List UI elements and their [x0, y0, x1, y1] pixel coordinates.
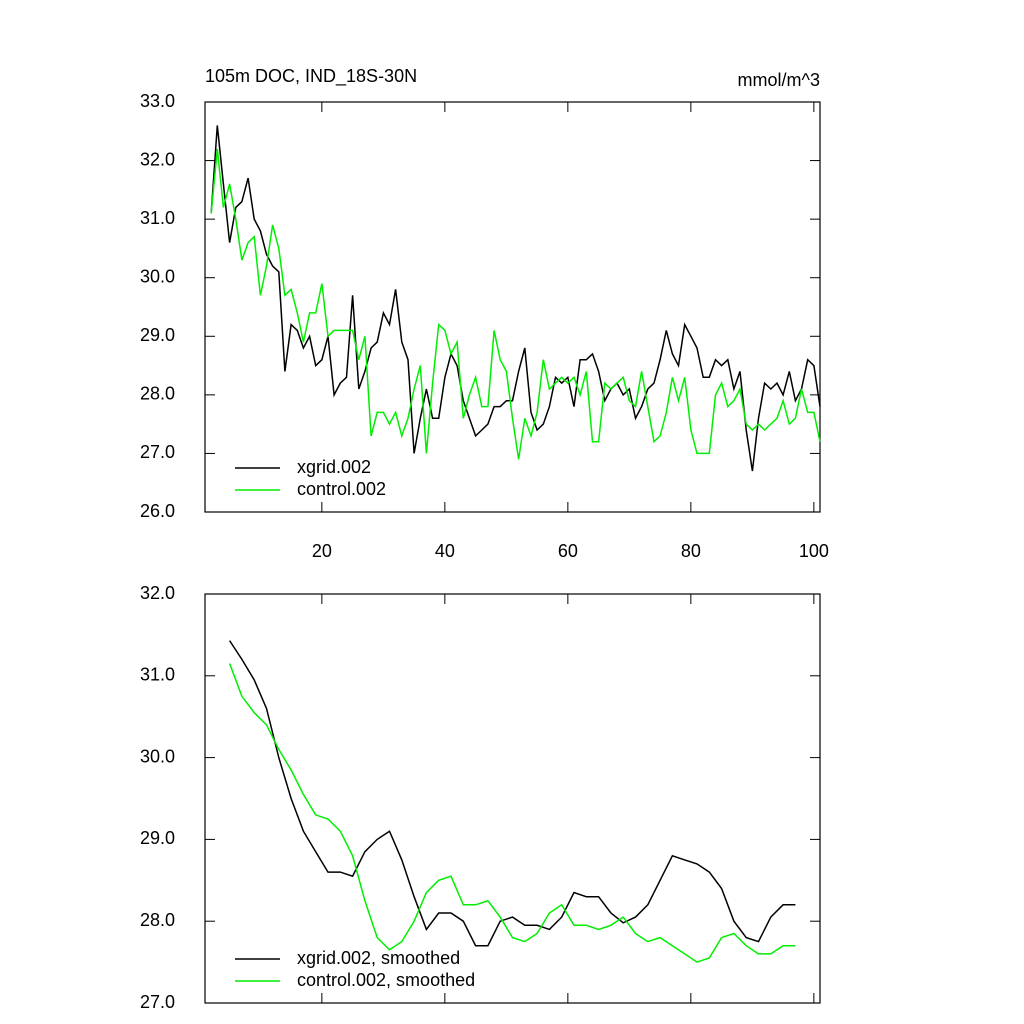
y-tick-label: 30.0 [140, 266, 175, 286]
x-tick-label: 40 [435, 541, 455, 561]
y-tick-label: 28.0 [140, 384, 175, 404]
chart-title: 105m DOC, IND_18S-30N [205, 66, 417, 87]
y-tick-label: 29.0 [140, 325, 175, 345]
y-tick-label: 33.0 [140, 91, 175, 111]
series-line [228, 640, 796, 947]
y-tick-label: 26.0 [140, 501, 175, 521]
y-tick-label: 29.0 [140, 828, 175, 848]
series-line [228, 663, 796, 963]
y-tick-label: 31.0 [140, 208, 175, 228]
x-tick-label: 60 [558, 541, 578, 561]
y-tick-label: 32.0 [140, 583, 175, 603]
plot-frame [204, 593, 821, 1004]
x-tick-label: 100 [799, 541, 829, 561]
y-tick-label: 27.0 [140, 992, 175, 1012]
legend-label: control.002, smoothed [297, 970, 475, 990]
y-tick-label: 32.0 [140, 149, 175, 169]
x-tick-label: 80 [681, 541, 701, 561]
series-line [210, 125, 821, 472]
x-tick-label: 20 [312, 541, 332, 561]
y-tick-label: 30.0 [140, 746, 175, 766]
y-tick-label: 28.0 [140, 910, 175, 930]
series-line [210, 148, 821, 460]
y-tick-label: 27.0 [140, 442, 175, 462]
legend-label: xgrid.002, smoothed [297, 948, 460, 968]
units-label: mmol/m^3 [738, 70, 820, 90]
legend-label: xgrid.002 [297, 457, 371, 477]
plot-frame [204, 101, 821, 513]
legend-label: control.002 [297, 479, 386, 499]
y-tick-label: 31.0 [140, 665, 175, 685]
